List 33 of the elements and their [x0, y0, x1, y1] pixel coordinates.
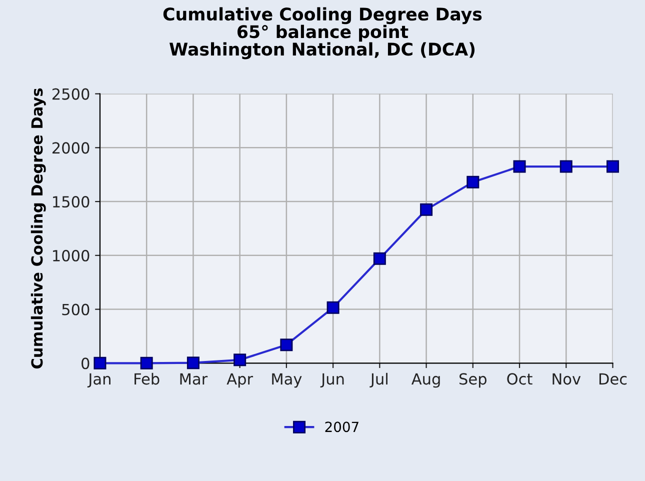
point [513, 160, 526, 173]
y-axis-title: Cumulative Cooling Degree Days [30, 88, 46, 368]
x-tick-label: Jul [370, 372, 388, 388]
point [234, 354, 246, 366]
x-tick-label: Nov [552, 373, 581, 385]
y-tick-label: 1000 [53, 250, 90, 262]
point [606, 160, 619, 173]
x-tick-label: Feb [134, 372, 160, 385]
chart-title: Cumulative Cooling Degree Days 65° balance point Washington National, DC (DCA) [163, 7, 482, 60]
x-tick-label: Mar [180, 373, 208, 385]
x-tick-label: Jun [320, 373, 344, 388]
y-tick-label: 0 [82, 358, 90, 370]
x-tick-label: May [272, 373, 302, 388]
point [560, 160, 572, 173]
x-tick-label: Apr [226, 373, 254, 388]
y-tick-label: 2500 [52, 88, 90, 100]
x-tick-label: Aug [411, 373, 440, 388]
point [280, 338, 293, 352]
x-tick-label: Oct [507, 373, 532, 385]
x-tick-label: Jan [87, 373, 110, 388]
point [94, 356, 106, 370]
y-tick-label: 500 [62, 304, 90, 316]
y-tick-label: 2000 [52, 142, 90, 154]
point [466, 176, 480, 188]
legend-label: 2007 [325, 422, 358, 432]
x-tick-label: Dec [599, 373, 627, 385]
point [186, 356, 200, 370]
x-tick-label: Sep [460, 373, 486, 388]
point [326, 301, 340, 314]
point [420, 203, 433, 216]
y-tick-label: 1500 [53, 196, 90, 208]
point [373, 252, 386, 265]
point [140, 356, 153, 370]
